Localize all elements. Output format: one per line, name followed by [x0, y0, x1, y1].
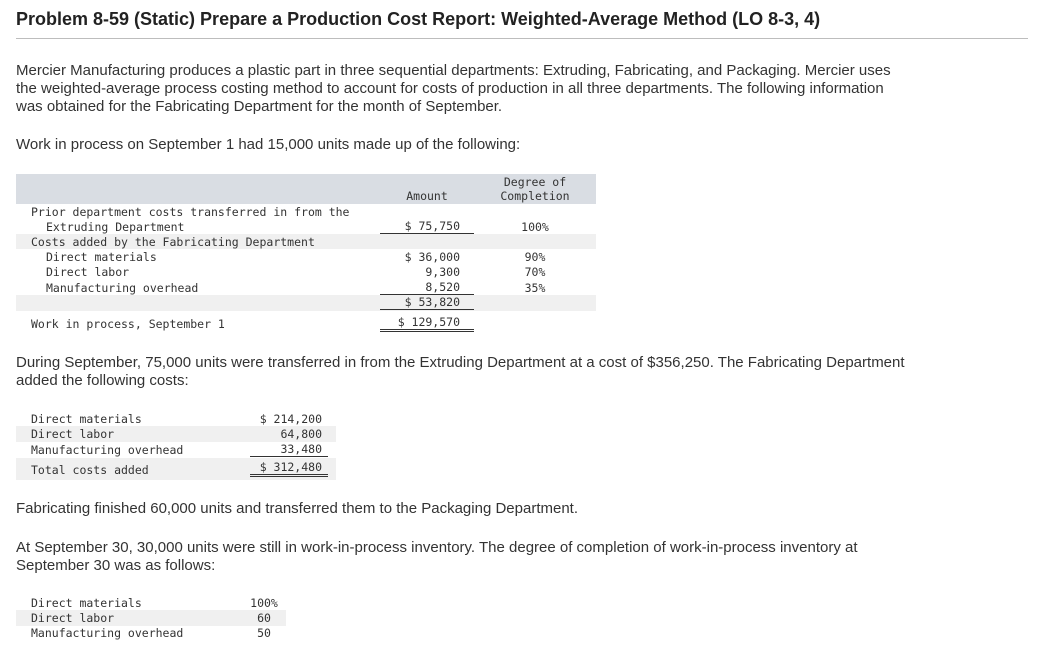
added-moh-amount: 33,480 — [250, 442, 328, 457]
col-amount-header: Amount — [406, 189, 448, 203]
end-moh-label: Manufacturing overhead — [31, 626, 184, 640]
subtotal-amount: $ 53,820 — [380, 295, 474, 310]
prior-label-line1: Prior department costs transferred in fr… — [31, 205, 350, 219]
dl-amount: 9,300 — [425, 265, 460, 279]
end-dm-label: Direct materials — [31, 596, 142, 610]
moh-amount: 8,520 — [380, 280, 474, 295]
intro-paragraph: Mercier Manufacturing produces a plastic… — [16, 62, 891, 115]
dm-degree: 90% — [524, 250, 546, 264]
prior-amount: $ 75,750 — [380, 219, 474, 234]
moh-label: Manufacturing overhead — [46, 281, 199, 295]
prior-degree: 100% — [521, 220, 549, 234]
added-dl-amount: 64,800 — [280, 427, 322, 441]
end-dl-value: 60 — [257, 611, 271, 625]
added-dm-amount: $ 214,200 — [259, 412, 322, 426]
end-moh-value: 50 — [257, 626, 271, 640]
dm-label: Direct materials — [46, 250, 157, 264]
added-dm-label: Direct materials — [31, 412, 142, 426]
end-dm-value: 100% — [250, 596, 278, 610]
wip-total-label: Work in process, September 1 — [31, 317, 225, 331]
wip-intro: Work in process on September 1 had 15,00… — [16, 136, 521, 153]
ending-wip-paragraph: At September 30, 30,000 units were still… — [16, 539, 858, 574]
dl-label: Direct labor — [46, 265, 130, 279]
end-dl-label: Direct labor — [31, 611, 115, 625]
dl-degree: 70% — [524, 265, 546, 279]
col-degree-header-2: Completion — [500, 189, 570, 203]
wip-table-header — [16, 174, 596, 204]
added-dl-label: Direct labor — [31, 427, 115, 441]
wip-total-amount: $ 129,570 — [380, 315, 474, 332]
title-divider — [16, 38, 1028, 39]
col-degree-header-1: Degree of — [503, 175, 567, 189]
finished-paragraph: Fabricating finished 60,000 units and tr… — [16, 500, 578, 517]
added-total-amount: $ 312,480 — [250, 460, 328, 477]
september-paragraph: During September, 75,000 units were tran… — [16, 354, 905, 389]
page-title: Problem 8-59 (Static) Prepare a Producti… — [16, 9, 821, 29]
prior-label-line2: Extruding Department — [46, 220, 185, 234]
added-total-label: Total costs added — [31, 463, 149, 477]
added-moh-label: Manufacturing overhead — [31, 443, 184, 457]
costs-added-label: Costs added by the Fabricating Departmen… — [31, 235, 315, 249]
moh-degree: 35% — [524, 281, 546, 295]
dm-amount: $ 36,000 — [404, 250, 460, 264]
